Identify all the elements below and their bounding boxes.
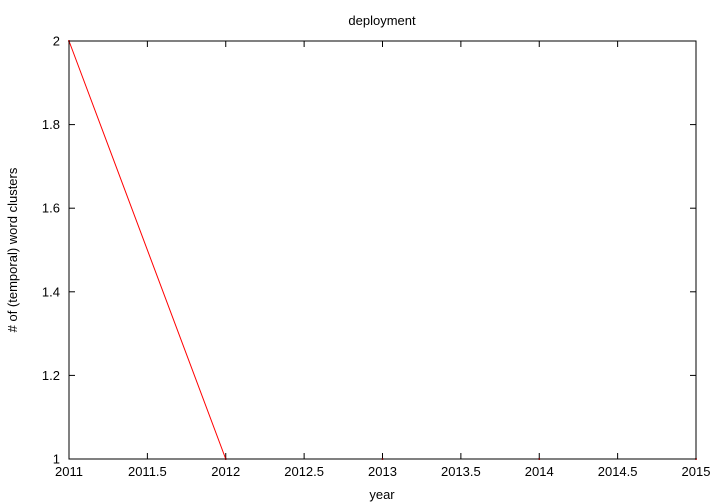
x-tick-label: 2013 <box>368 464 397 479</box>
y-tick-label: 1.2 <box>42 368 60 383</box>
series-layer <box>68 40 697 460</box>
chart-title: deployment <box>348 13 416 28</box>
ticks-layer: 2011 2011.5 2012 2012.5 2013 2013.5 2014 2014.5… <box>42 34 711 480</box>
series-line <box>68 40 696 460</box>
y-axis-label-group: # of (temporal) word clusters <box>5 167 20 332</box>
x-tick-label: 2014.5 <box>598 464 638 479</box>
x-tick-label: 2013.5 <box>441 464 481 479</box>
y-tick-label: 1 <box>53 452 60 467</box>
x-axis-label: year <box>369 487 395 502</box>
plot-frame <box>68 40 697 460</box>
x-tick-label: 2011.5 <box>128 464 167 479</box>
x-tick-label: 2011 <box>55 464 83 479</box>
y-tick-label: 1.8 <box>42 117 60 132</box>
y-axis-label: # of (temporal) word clusters <box>5 167 20 332</box>
y-tick-label: 2 <box>53 34 60 49</box>
x-tick-label: 2012 <box>211 464 240 479</box>
x-tick-label: 2014 <box>525 464 554 479</box>
y-tick-label: 1.4 <box>42 284 60 299</box>
x-tick-label: 2015 <box>682 464 711 479</box>
y-tick-label: 1.6 <box>42 201 60 216</box>
x-tick-label: 2012.5 <box>284 464 324 479</box>
